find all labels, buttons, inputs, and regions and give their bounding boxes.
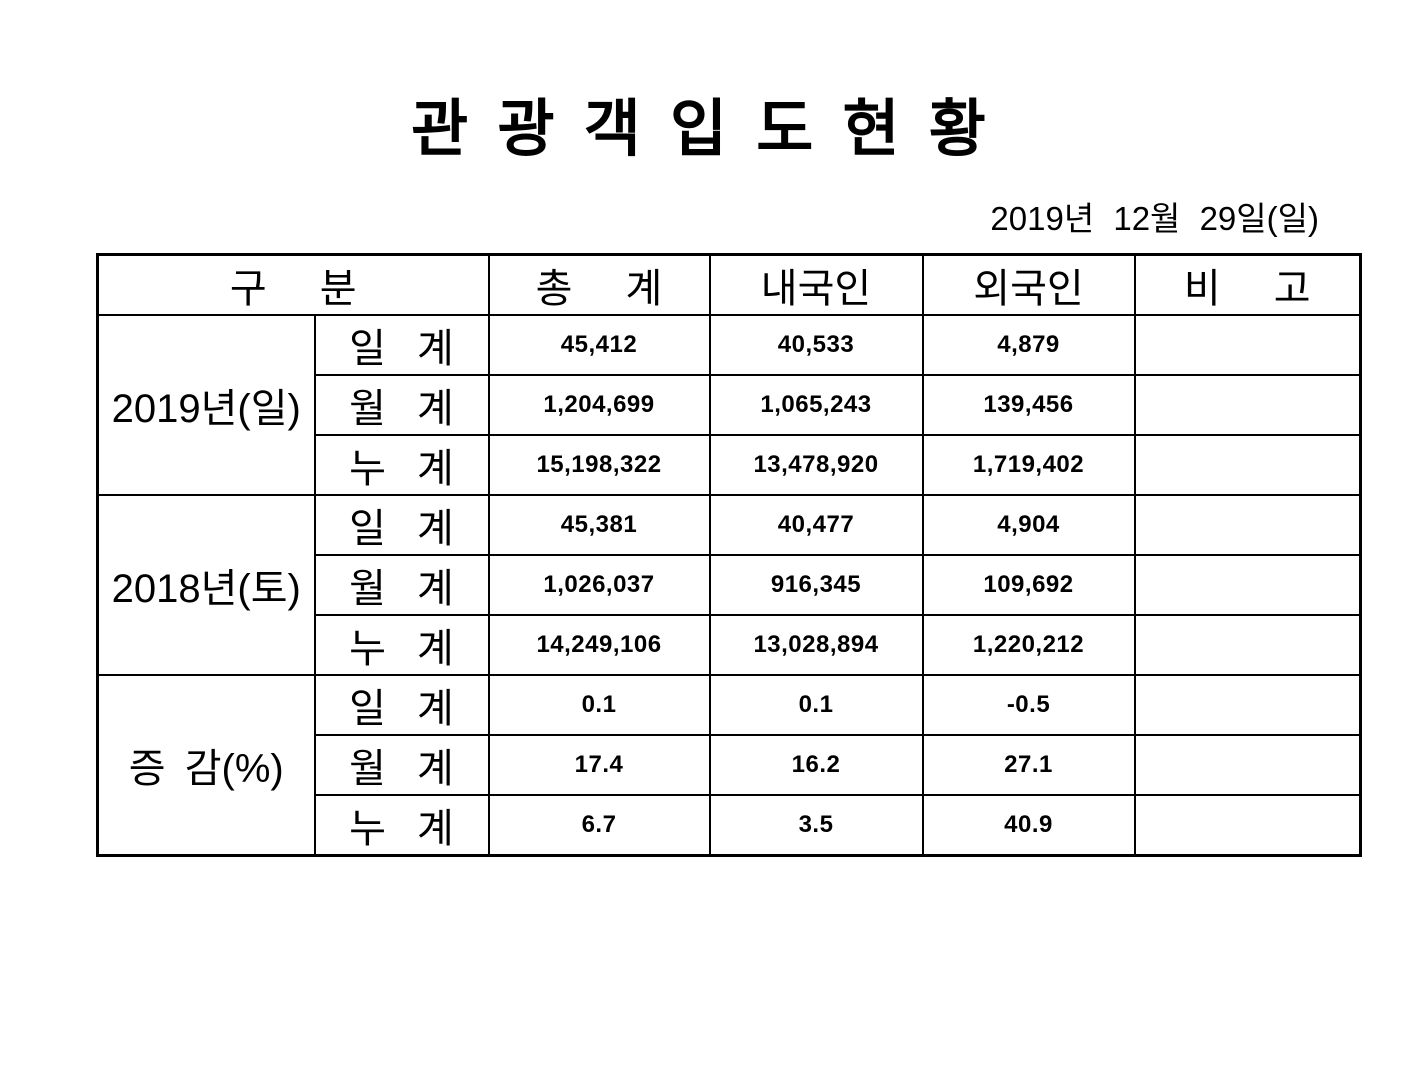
remarks-cell bbox=[1133, 734, 1362, 797]
value-foreign: 1,719,402 bbox=[921, 434, 1136, 497]
group-label-2018: 2018년(토) bbox=[96, 494, 316, 677]
value-total: 45,381 bbox=[487, 494, 711, 557]
value-foreign: 109,692 bbox=[921, 554, 1136, 617]
value-domestic: 40,477 bbox=[708, 494, 924, 557]
value-total: 17.4 bbox=[487, 734, 711, 797]
value-foreign: 4,904 bbox=[921, 494, 1136, 557]
row-label: 누 계 bbox=[313, 434, 490, 497]
value-domestic: 0.1 bbox=[708, 674, 924, 737]
table-row: 월 계 1,204,699 1,065,243 139,456 bbox=[98, 374, 1362, 437]
row-label: 월 계 bbox=[313, 554, 490, 617]
table-row: 월 계 1,026,037 916,345 109,692 bbox=[98, 554, 1362, 617]
value-total: 6.7 bbox=[487, 794, 711, 857]
value-foreign: 27.1 bbox=[921, 734, 1136, 797]
value-foreign: 139,456 bbox=[921, 374, 1136, 437]
table-row: 누 계 15,198,322 13,478,920 1,719,402 bbox=[98, 434, 1362, 497]
value-total: 45,412 bbox=[487, 314, 711, 377]
value-total: 14,249,106 bbox=[487, 614, 711, 677]
value-domestic: 40,533 bbox=[708, 314, 924, 377]
header-remarks: 비 고 bbox=[1133, 253, 1362, 317]
value-total: 0.1 bbox=[487, 674, 711, 737]
value-foreign: 1,220,212 bbox=[921, 614, 1136, 677]
row-label: 일 계 bbox=[313, 494, 490, 557]
row-label: 누 계 bbox=[313, 614, 490, 677]
remarks-cell bbox=[1133, 674, 1362, 737]
remarks-cell bbox=[1133, 374, 1362, 437]
header-category: 구 분 bbox=[96, 253, 490, 317]
report-date: 2019년 12월 29일(일) bbox=[990, 200, 1319, 238]
value-foreign: 40.9 bbox=[921, 794, 1136, 857]
value-domestic: 916,345 bbox=[708, 554, 924, 617]
table-row: 누 계 14,249,106 13,028,894 1,220,212 bbox=[98, 614, 1362, 677]
row-label: 누 계 bbox=[313, 794, 490, 857]
tourist-arrivals-table: 구 분 총 계 내국인 외국인 비 고 2019년(일) 일 계 45,412 … bbox=[96, 253, 1362, 858]
value-domestic: 3.5 bbox=[708, 794, 924, 857]
group-label-change: 증 감(%) bbox=[96, 674, 316, 857]
table-row: 월 계 17.4 16.2 27.1 bbox=[98, 734, 1362, 797]
group-label-2019: 2019년(일) bbox=[96, 314, 316, 497]
value-domestic: 13,028,894 bbox=[708, 614, 924, 677]
value-foreign: 4,879 bbox=[921, 314, 1136, 377]
header-domestic: 내국인 bbox=[708, 253, 924, 317]
value-domestic: 13,478,920 bbox=[708, 434, 924, 497]
row-label: 일 계 bbox=[313, 314, 490, 377]
header-total: 총 계 bbox=[487, 253, 711, 317]
table-header-row: 구 분 총 계 내국인 외국인 비 고 bbox=[96, 253, 1362, 317]
table-row: 2019년(일) 일 계 45,412 40,533 4,879 bbox=[96, 314, 1362, 497]
value-foreign: -0.5 bbox=[921, 674, 1136, 737]
row-label: 일 계 bbox=[313, 674, 490, 737]
remarks-cell bbox=[1133, 434, 1362, 497]
remarks-cell bbox=[1133, 314, 1362, 377]
row-label: 월 계 bbox=[313, 734, 490, 797]
remarks-cell bbox=[1133, 494, 1362, 557]
header-foreign: 외국인 bbox=[921, 253, 1136, 317]
table-row: 누 계 6.7 3.5 40.9 bbox=[98, 794, 1362, 857]
page-title: 관 광 객 입 도 현 황 bbox=[411, 95, 992, 164]
value-total: 1,204,699 bbox=[487, 374, 711, 437]
table-row: 증 감(%) 일 계 0.1 0.1 -0.5 bbox=[96, 674, 1362, 857]
remarks-cell bbox=[1133, 554, 1362, 617]
value-domestic: 1,065,243 bbox=[708, 374, 924, 437]
remarks-cell bbox=[1133, 614, 1362, 677]
value-domestic: 16.2 bbox=[708, 734, 924, 797]
row-label: 월 계 bbox=[313, 374, 490, 437]
remarks-cell bbox=[1133, 794, 1362, 857]
value-total: 15,198,322 bbox=[487, 434, 711, 497]
table-row: 2018년(토) 일 계 45,381 40,477 4,904 bbox=[96, 494, 1362, 677]
value-total: 1,026,037 bbox=[487, 554, 711, 617]
